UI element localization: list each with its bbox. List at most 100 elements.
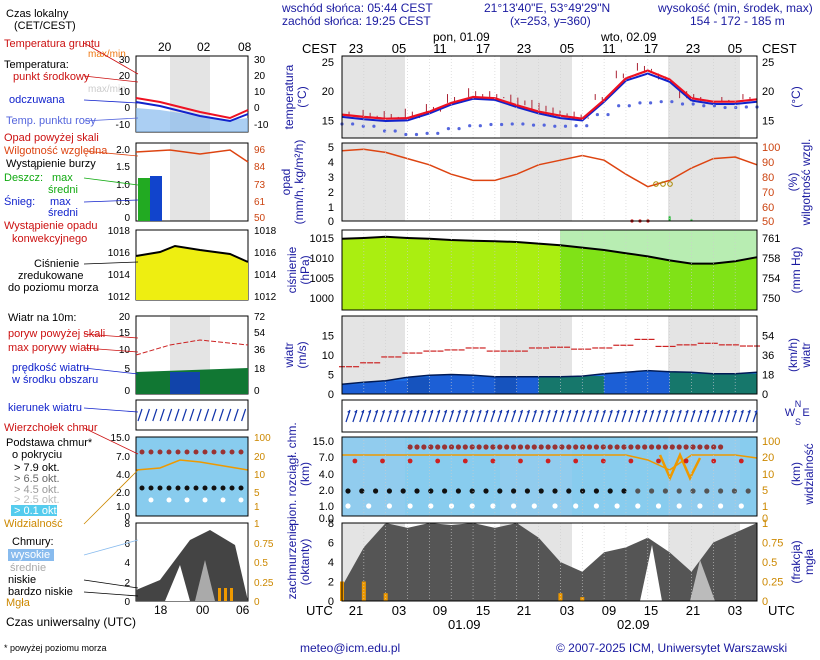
legend-rain-mid: średni bbox=[48, 184, 78, 196]
wind-arrow-head bbox=[664, 410, 668, 413]
legend-connector bbox=[83, 539, 139, 556]
legend-okt01-box bbox=[11, 505, 57, 516]
dewpoint-dot bbox=[372, 124, 376, 128]
legend-clouds: Chmury: bbox=[12, 536, 54, 548]
dewpoint-dot bbox=[563, 124, 568, 128]
footer-email[interactable]: meteo@icm.edu.pl bbox=[300, 641, 400, 655]
cloud-base-dot bbox=[497, 488, 503, 494]
wind-speed-block bbox=[582, 376, 605, 394]
legend-fog: Mgła bbox=[6, 597, 31, 609]
legend-cloud-base-dot bbox=[202, 485, 208, 491]
legend-felt-line bbox=[135, 101, 249, 123]
storm-marker bbox=[667, 181, 673, 187]
cest-tick: 11 bbox=[602, 41, 616, 56]
visibility-axis-label: (km) widzialność bbox=[789, 443, 816, 505]
panel-frame-temp bbox=[341, 55, 758, 139]
cloud-top-dot bbox=[531, 444, 537, 450]
pressure-line bbox=[341, 235, 758, 265]
legend-pres-tick-r: 1012 bbox=[254, 292, 277, 303]
wind-arrow-head bbox=[512, 410, 516, 413]
legend-cloud-base-dot bbox=[211, 485, 217, 491]
cloud-base-dot bbox=[345, 488, 351, 494]
legend-connector bbox=[83, 427, 139, 455]
legend-cl-high: wysokie bbox=[10, 549, 50, 561]
precip-axis-label-line: (mm/h, kg/m²/h) bbox=[292, 140, 306, 225]
cloud-top-dot bbox=[510, 444, 517, 450]
wind-speed-block bbox=[560, 376, 583, 394]
legend-cloud-base-dot bbox=[229, 485, 235, 491]
cloud-base-dot bbox=[373, 488, 379, 494]
wind-arrow-head bbox=[602, 410, 606, 413]
cloud-top-dot bbox=[435, 444, 441, 450]
visibility-axis-label-line: (km) bbox=[789, 462, 803, 486]
panel-frame-wind bbox=[341, 315, 758, 395]
dewpoint-dot bbox=[648, 101, 653, 105]
legend-cloud-base-dot bbox=[193, 485, 199, 491]
cloud-top-dot bbox=[586, 444, 593, 450]
cloud-top-dot bbox=[649, 444, 655, 450]
legend-wind-arrow bbox=[144, 408, 150, 422]
fog-right-tick: 0.25 bbox=[762, 577, 783, 589]
tz-left-bottom: UTC bbox=[306, 603, 333, 618]
wind-arrow-head bbox=[422, 410, 426, 413]
wind-arrow-head bbox=[747, 410, 751, 413]
night-band-prec-2 bbox=[668, 143, 740, 221]
utc-tick: 21 bbox=[517, 603, 531, 618]
wind-speed-block bbox=[691, 373, 714, 394]
tz-right-top: CEST bbox=[762, 41, 797, 56]
legend-vis-tick: 5 bbox=[254, 488, 260, 499]
compass-n: N bbox=[795, 399, 802, 409]
legend-wind-tick: 5 bbox=[124, 364, 130, 375]
dewpoint-dot bbox=[585, 124, 589, 128]
dewpoint-dot bbox=[521, 122, 525, 126]
cloud-mid-dot bbox=[490, 458, 496, 464]
temp-axis-label-line: (°C) bbox=[295, 86, 309, 107]
cloud-base-dot bbox=[690, 488, 696, 494]
wind-arrow-head bbox=[402, 410, 406, 413]
legend-humidity-line bbox=[135, 149, 249, 163]
wind-speed-block bbox=[604, 373, 626, 394]
wind-arrow-head bbox=[740, 410, 744, 413]
coverage-left-tick: 2 bbox=[328, 577, 334, 589]
wind-arrow-head bbox=[629, 410, 633, 413]
cloud-axis-label: pion. rozciągł. chm. (km) bbox=[285, 422, 312, 525]
cloud-mid-dot bbox=[407, 458, 413, 464]
legend-cloud-tick: 4.0 bbox=[116, 470, 130, 481]
temp-left-tick: 15 bbox=[322, 115, 334, 127]
cloud-low-dot bbox=[593, 503, 600, 509]
cloud-top-dot bbox=[593, 444, 600, 450]
cloud-top-dot bbox=[669, 444, 675, 450]
precip-left-tick: 3 bbox=[328, 172, 334, 184]
legend-cl-low: niskie bbox=[8, 574, 36, 586]
cloud-base-dot bbox=[580, 488, 586, 494]
legend-cloud-low-dot bbox=[148, 497, 154, 503]
humidity-right-tick: 100 bbox=[762, 142, 780, 154]
legend-okt01: > 0.1 okt. bbox=[14, 505, 60, 517]
dewpoint-dot bbox=[414, 132, 419, 137]
legend-okt79: > 7.9 okt. bbox=[14, 462, 60, 474]
cloud-top-dot bbox=[524, 444, 531, 450]
cloud-top-dot bbox=[662, 444, 669, 450]
cest-tick: 05 bbox=[728, 41, 742, 56]
precip-left-tick: 4 bbox=[328, 157, 334, 169]
legend-temp-tick-r: 20 bbox=[254, 71, 266, 82]
wind-arrow-head bbox=[733, 410, 737, 413]
cloud-night-band bbox=[668, 437, 740, 516]
legend-visibility: Widzialność bbox=[4, 518, 63, 530]
legend-fog-tick: 0.5 bbox=[254, 558, 268, 569]
legend-cloud-top-dot bbox=[238, 449, 244, 455]
cest-tick-labels: 23 05 11 17 23 05 11 17 23 05 bbox=[349, 41, 742, 56]
legend-pres-tick: 1012 bbox=[108, 292, 131, 303]
humidity-right-tick: 60 bbox=[762, 202, 774, 214]
cloud-top-dot bbox=[552, 444, 558, 450]
humidity-right-tick: 50 bbox=[762, 216, 774, 228]
humidity-axis-label-line: wilgotność wzgl. bbox=[799, 139, 813, 227]
fog-axis-label-line: mgła bbox=[802, 549, 816, 575]
legend-precip-panel-frame bbox=[135, 142, 249, 222]
fog-axis-label-line: (frakcja) bbox=[789, 540, 803, 583]
cloud-base-dot bbox=[607, 488, 613, 494]
utc-tick: 15 bbox=[644, 603, 658, 618]
legend-connector bbox=[83, 75, 139, 83]
